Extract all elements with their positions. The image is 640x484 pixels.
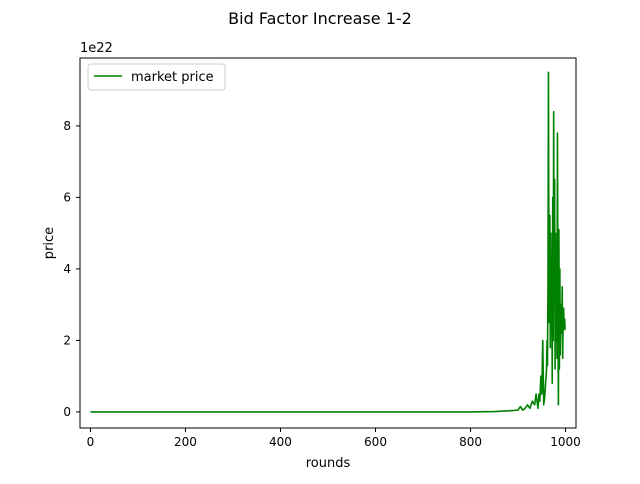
series-line-market-price	[90, 71, 566, 413]
x-tick-label: 800	[459, 435, 482, 449]
legend-box	[87, 63, 226, 91]
y-axis-offset-label: 1e22	[80, 41, 113, 56]
y-axis-ticks: 0 2 4 6 8	[63, 119, 80, 419]
y-tick-label: 4	[63, 262, 71, 276]
y-tick-label: 6	[63, 190, 71, 204]
y-axis-label: price	[42, 227, 57, 259]
legend-label-market-price: market price	[131, 70, 214, 85]
x-tick-label: 200	[174, 435, 197, 449]
y-tick-label: 8	[63, 119, 71, 133]
series-layer	[90, 71, 566, 413]
x-tick-label: 400	[269, 435, 292, 449]
x-tick-label: 1000	[550, 435, 581, 449]
x-tick-label: 0	[87, 435, 95, 449]
chart-title: Bid Factor Increase 1-2	[228, 9, 412, 28]
x-axis-label: rounds	[306, 456, 351, 471]
y-tick-label: 0	[63, 405, 71, 419]
legend: market price	[87, 63, 226, 91]
plot-area-frame	[79, 57, 577, 429]
y-tick-label: 2	[63, 333, 71, 347]
x-tick-label: 600	[364, 435, 387, 449]
x-axis-ticks: 0 200 400 600 800 1000	[87, 428, 581, 449]
